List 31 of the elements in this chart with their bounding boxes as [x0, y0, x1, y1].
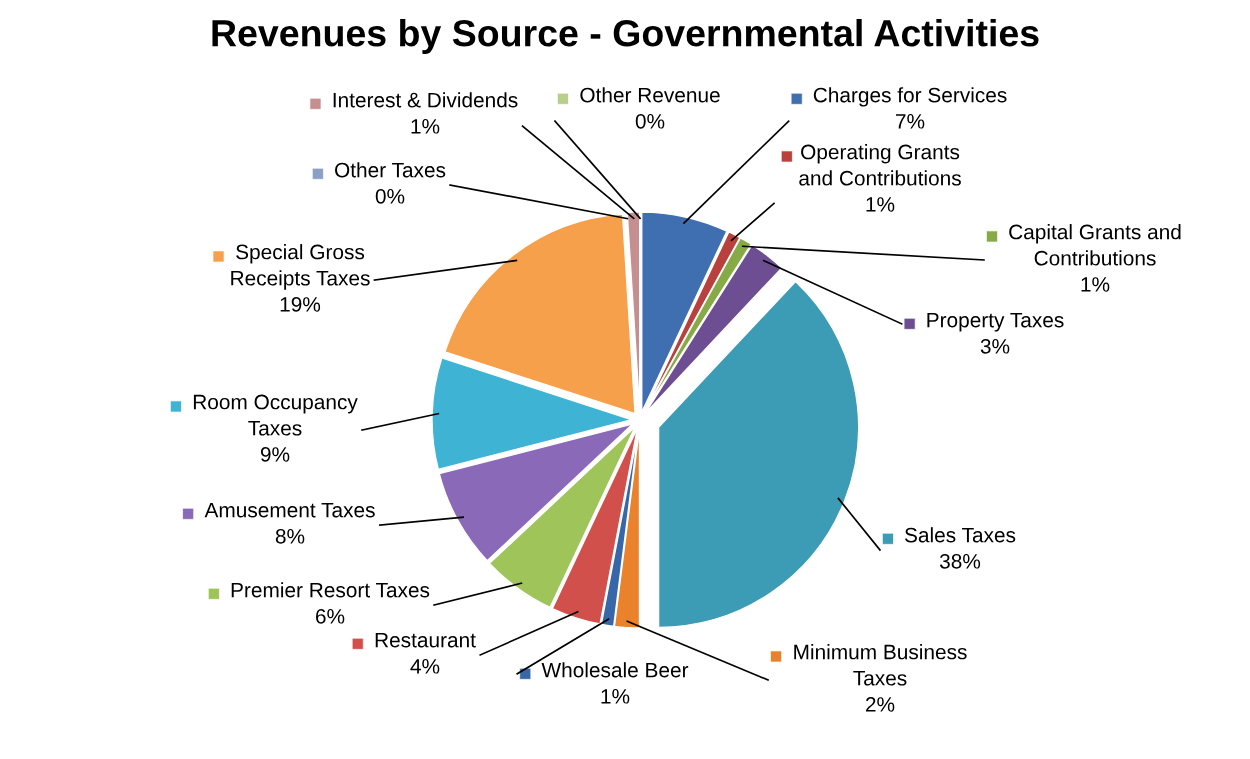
data-label: 6%: [316, 608, 345, 624]
data-label: 1%: [866, 197, 895, 212]
legend-label: Premier Resort Taxes: [231, 582, 430, 598]
data-label: 8%: [275, 528, 305, 544]
data-label: 2%: [865, 697, 895, 712]
legend-label: Amusement Taxes: [204, 502, 375, 518]
data-label: 9%: [260, 447, 290, 462]
text: 0%: [375, 188, 405, 204]
legend-label: Operating Grants and Contributions: [799, 144, 961, 186]
legend-label: Property Taxes: [927, 312, 1064, 332]
legend-label: Minimum Business Taxes: [794, 644, 967, 686]
data-label: 1%: [1081, 277, 1110, 292]
legend-label: Wholesale Beer: [541, 662, 689, 678]
data-label: 1%: [411, 119, 440, 134]
data-label: 4%: [410, 659, 440, 674]
data-label: 7%: [896, 114, 925, 129]
legend-label: Charges for Services: [813, 87, 1007, 107]
data-label: 3%: [980, 338, 1010, 354]
chart-title: Revenues by Source - Governmental Activities: [212, 18, 1039, 54]
legend-label: Other Revenue: [580, 87, 720, 103]
legend-label: Sales Taxes: [904, 527, 1016, 543]
legend-label: Other Taxes: [335, 162, 446, 178]
legend-label: Special Gross Receipts Taxes: [231, 244, 370, 290]
legend-label: Room Occupancy Taxes: [193, 394, 358, 436]
legend-label: Interest & Dividends: [333, 92, 518, 108]
legend-label: Restaurant: [375, 632, 476, 648]
data-label: 38%: [939, 553, 981, 569]
text: 0%: [635, 113, 665, 129]
data-label: 1%: [601, 689, 630, 704]
data-label: 19%: [280, 297, 321, 312]
legend-label: Capital Grants and Contributions: [1009, 224, 1181, 266]
